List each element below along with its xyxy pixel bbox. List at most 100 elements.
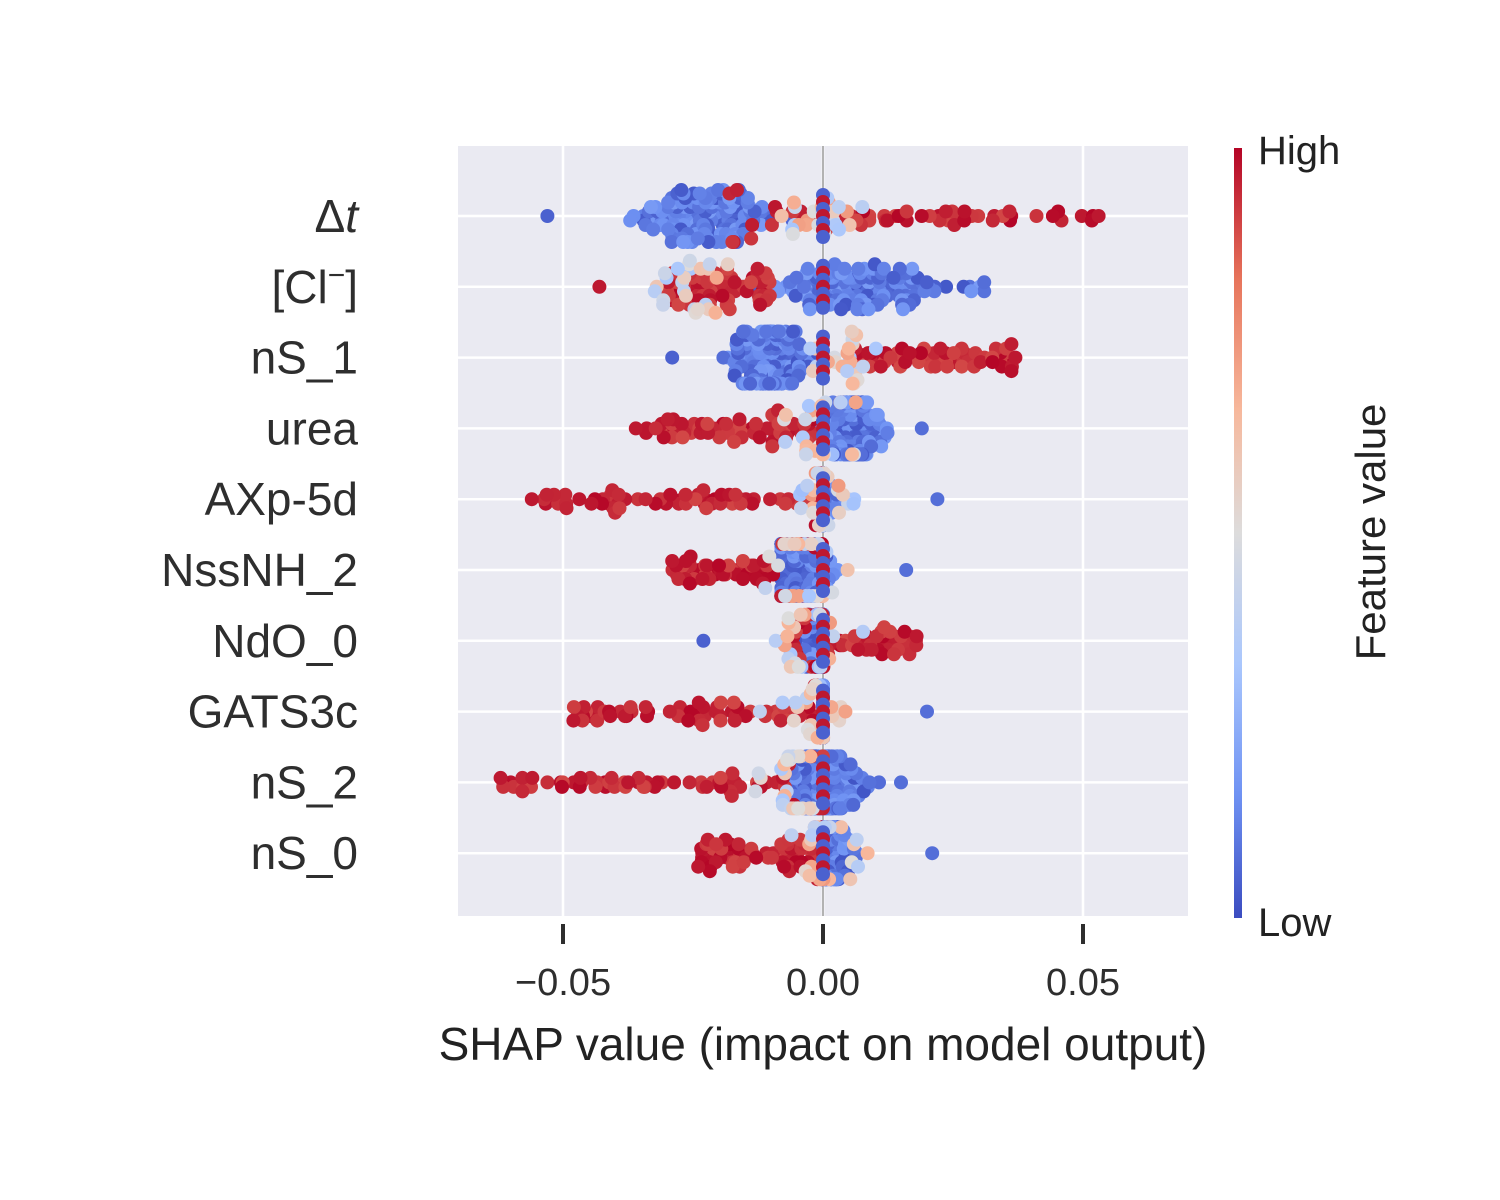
shap-point	[678, 554, 693, 568]
shap-point	[792, 337, 807, 352]
shap-point	[675, 430, 690, 445]
feature-label: nS_2	[251, 756, 358, 808]
shap-point	[559, 501, 574, 516]
shap-point	[656, 297, 671, 312]
shap-point	[816, 796, 830, 811]
shap-point	[793, 607, 808, 622]
shap-point	[699, 558, 714, 573]
shap-point	[778, 434, 793, 449]
shap-point	[665, 350, 680, 365]
shap-point	[841, 341, 856, 356]
shap-point	[638, 492, 653, 507]
shap-point	[715, 288, 730, 303]
shap-point	[938, 204, 953, 219]
shap-point	[803, 749, 818, 764]
shap-point	[832, 222, 846, 237]
shap-point	[849, 832, 864, 847]
shap-point	[664, 235, 679, 249]
shap-point	[720, 257, 735, 272]
shap-point	[712, 430, 727, 445]
shap-point	[831, 200, 846, 214]
shap-point	[744, 231, 759, 246]
shap-point	[843, 757, 858, 772]
feature-label: urea	[266, 402, 358, 454]
shap-point	[662, 704, 677, 719]
shap-point	[623, 213, 638, 228]
shap-point	[777, 537, 792, 551]
shap-point	[751, 766, 766, 781]
shap-point	[709, 837, 724, 852]
shap-point	[914, 421, 929, 436]
shap-point	[834, 302, 849, 317]
shap-point	[920, 704, 934, 719]
shap-point	[868, 341, 883, 356]
shap-point	[670, 261, 685, 276]
shap-point	[657, 266, 672, 281]
shap-point	[800, 478, 815, 493]
feature-label: Δt	[314, 190, 360, 242]
shap-point	[873, 359, 888, 374]
x-tick-label: 0.05	[1046, 962, 1120, 1004]
shap-point	[870, 407, 885, 422]
shap-point	[862, 775, 877, 790]
shap-point	[864, 439, 879, 454]
shap-point	[886, 270, 901, 285]
shap-point	[665, 554, 680, 568]
shap-point	[805, 682, 820, 697]
shap-point	[708, 305, 723, 320]
shap-point	[954, 359, 969, 374]
shap-point	[789, 270, 804, 285]
shap-point	[696, 633, 711, 648]
shap-point	[784, 828, 799, 843]
shap-point	[897, 624, 912, 639]
shap-point	[661, 195, 676, 210]
shap-point	[842, 218, 857, 232]
feature-label: nS_0	[251, 827, 358, 879]
shap-point	[701, 235, 716, 249]
shap-point	[816, 725, 830, 740]
shap-point	[728, 487, 743, 502]
shap-point	[700, 416, 715, 431]
shap-point	[791, 749, 806, 764]
colorbar-high-label: High	[1258, 129, 1340, 173]
shap-point	[946, 346, 961, 361]
shap-point	[745, 218, 760, 232]
shap-point	[787, 537, 802, 551]
shap-point	[940, 359, 955, 374]
feature-label: nS_1	[251, 332, 358, 384]
shap-point	[778, 407, 793, 422]
shap-point	[801, 398, 816, 413]
colorbar-title: Feature value	[1347, 404, 1394, 661]
shap-point	[1029, 209, 1044, 223]
shap-point	[603, 709, 618, 724]
shap-point	[724, 788, 739, 803]
shap-point	[647, 779, 662, 794]
shap-point	[604, 770, 619, 785]
shap-point	[831, 478, 846, 493]
shap-point	[877, 620, 892, 635]
feature-label: GATS3c	[188, 686, 358, 738]
shap-point	[674, 183, 689, 197]
shap-point	[837, 261, 852, 276]
shap-point	[872, 775, 886, 790]
shap-point	[573, 770, 588, 785]
shap-point	[909, 629, 924, 644]
shap-point	[772, 324, 786, 339]
shap-point	[781, 611, 796, 626]
shap-point	[628, 421, 643, 436]
shap-point	[638, 700, 653, 715]
shap-point	[738, 709, 753, 724]
shap-point	[1091, 209, 1106, 223]
shap-point	[786, 324, 800, 339]
shap-point	[493, 770, 508, 785]
shap-point	[735, 572, 750, 586]
shap-point	[977, 275, 992, 290]
shap-point	[525, 770, 540, 785]
shap-point	[1004, 364, 1019, 379]
shap-point	[844, 324, 859, 339]
feature-label: NssNH_2	[161, 544, 358, 596]
shap-point	[887, 647, 901, 662]
shap-point	[883, 350, 898, 365]
shap-point	[816, 654, 830, 669]
shap-point	[623, 700, 638, 715]
